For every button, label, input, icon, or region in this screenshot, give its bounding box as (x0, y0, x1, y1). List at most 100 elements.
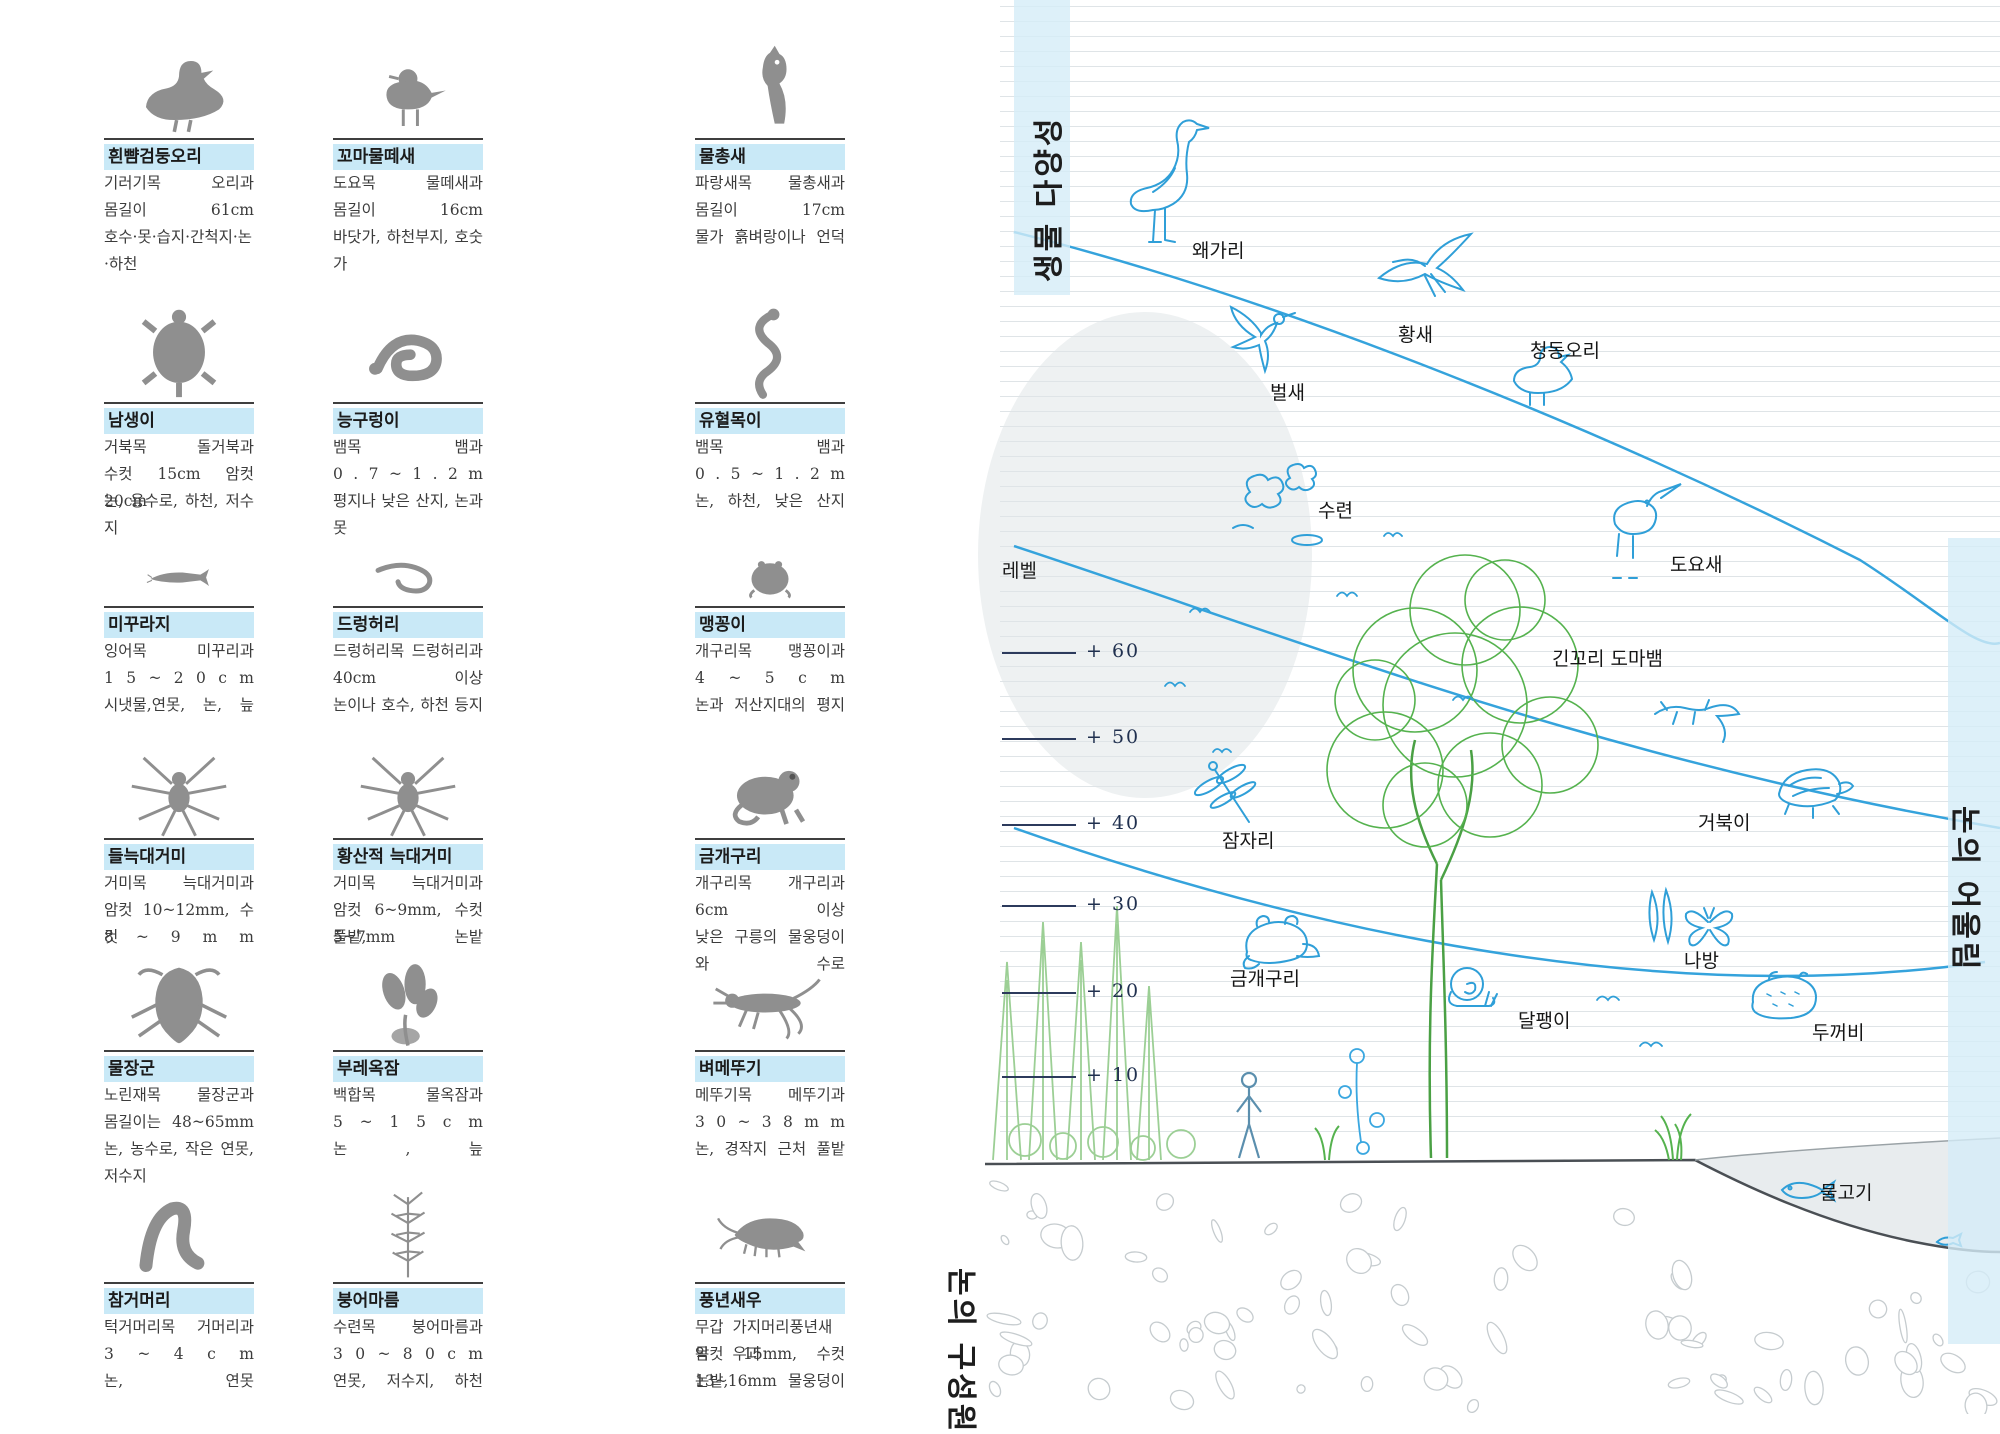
card-row-left: 턱거머리목 (104, 1318, 176, 1336)
species-card-rice-grasshopper: 벼메뚜기 메뚜기목 메뚜기과 3 0 ~ 3 8 m m 논, 경작지 근처 풀밭 (695, 916, 845, 1163)
card-row: 메뚜기목 메뚜기과 (695, 1082, 845, 1109)
card-row-left: 개구리목 (695, 642, 753, 660)
biodiversity-band (1014, 0, 1070, 295)
hummingbird-label: 벌새 (1270, 382, 1305, 404)
soil-section (985, 1132, 2000, 1414)
species-title: 남생이 (104, 408, 254, 434)
species-card-fairy-shrimp: 풍년새우 무갑목 가지머리풍년새우과 암컷 15mm, 수컷 13~16mm 논밭, 물웅… (695, 1158, 845, 1395)
card-row-right: 미꾸리과 (196, 642, 254, 660)
card-row-left: 6cm (695, 901, 729, 919)
level-label-30: + 30 (1086, 893, 1141, 915)
species-card-loach: 미꾸라지 잉어목 미꾸리과 1 5 ~ 2 0 c m 시냇물,연못, 논, 늪 (104, 544, 254, 719)
species-title: 금개구리 (695, 844, 845, 870)
species-card-little-ringed-plover: 꼬마물떼새 도요목 물떼새과 몸길이 16cm 바닷가, 하천부지, 호숫가 (333, 10, 483, 273)
card-rule (104, 1282, 254, 1284)
card-row-left: 몸길이 (333, 201, 376, 219)
turtle-photo (104, 250, 254, 402)
card-row-right: 이상 (454, 669, 483, 687)
card-rule (104, 606, 254, 608)
waterlily-sketch (1232, 463, 1323, 546)
species-card-leech: 참거머리 턱거머리목 거머리과 3 ~ 4 c m 논, 연못 (104, 1158, 254, 1395)
species-card-red-banded-snake: 능구렁이 뱀목 뱀과 0 . 7 ~ 1 . 2 m 평지나 낮은 산지, 논과 못 (333, 250, 483, 537)
card-rule (104, 402, 254, 404)
card-row-right: 물장군과 (196, 1086, 254, 1104)
leech-photo (104, 1158, 254, 1282)
turtle-sketch (1777, 768, 1855, 819)
stork-label: 황새 (1398, 324, 1433, 346)
card-row: 몸길이 17cm (695, 197, 845, 224)
card-row-right: 드렁허리과 (411, 642, 483, 660)
card-row-right: 가지머리풍년새우과 (732, 1318, 833, 1363)
card-rule (695, 1282, 845, 1284)
ecosystem-illustration (985, 119, 2000, 1414)
card-row: 3 ~ 4 c m (104, 1345, 254, 1363)
card-row: 뱀목 뱀과 (695, 434, 845, 461)
water-area (1695, 1138, 2000, 1252)
card-row: 몸길이는 48~65mm (104, 1109, 254, 1136)
card-row: 백합목 물옥잠과 (333, 1082, 483, 1109)
card-row-right: 거머리과 (196, 1318, 254, 1336)
card-row-left: 몸길이는 (104, 1113, 162, 1131)
card-row-right: 물총새과 (787, 174, 845, 192)
card-row-right: 뱀과 (454, 438, 483, 456)
level-tick-50 (1002, 738, 1076, 740)
card-row: 논, 하천, 낮은 산지 (695, 492, 845, 510)
card-row: 3 0 ~ 8 0 c m (333, 1345, 483, 1363)
card-row-left: 무갑목 (695, 1318, 724, 1363)
card-row: 도요목 물떼새과 (333, 170, 483, 197)
card-row: 거북목 돌거북과 (104, 434, 254, 461)
level-label-10: + 10 (1086, 1064, 1141, 1086)
spider-photo (104, 702, 254, 838)
card-row-right: 오리과 (211, 174, 254, 192)
card-row: 호수·못·습지·간척지·논·하천 (104, 228, 253, 273)
species-title: 들늑대거미 (104, 844, 254, 870)
species-card-giant-water-bug: 물장군 노린재목 물장군과 몸길이는 48~65mm 논, 농수로, 작은 연못, 저수지 (104, 916, 254, 1185)
water-bug-photo (104, 916, 254, 1050)
card-row: 논, 농수로, 작은 연못, 저수지 (104, 1140, 254, 1185)
species-title: 유혈목이 (695, 408, 845, 434)
species-title: 물장군 (104, 1056, 254, 1082)
species-title: 꼬마물떼새 (333, 144, 483, 170)
flow-curves (1013, 230, 2000, 978)
card-row: 턱거머리목 거머리과 (104, 1314, 254, 1341)
sandpiper-sketch (1612, 483, 1682, 579)
card-row: 논 , 늪 (333, 1140, 483, 1158)
card-row: 논, 용수로, 하천, 저수지 (104, 492, 254, 537)
card-rule (104, 838, 254, 840)
card-row: 연못, 저수지, 하천 (333, 1372, 483, 1390)
snail-sketch (1448, 967, 1498, 1007)
species-title: 미꾸라지 (104, 612, 254, 638)
snail-label: 달팽이 (1518, 1010, 1571, 1032)
shrimp-photo (695, 1158, 845, 1282)
mallard-duck-sketch (1512, 345, 1574, 406)
species-card-water-hyacinth: 부레옥잠 백합목 물옥잠과 5 ~ 1 5 c m 논 , 늪 (333, 916, 483, 1163)
card-row: 40cm 이상 (333, 665, 483, 692)
card-row-left: 뱀목 (695, 438, 724, 456)
card-row: 잉어목 미꾸리과 (104, 638, 254, 665)
card-row: 노린재목 물장군과 (104, 1082, 254, 1109)
species-title: 벼메뚜기 (695, 1056, 845, 1082)
card-row: 기러기목 오리과 (104, 170, 254, 197)
species-title: 참거머리 (104, 1288, 254, 1314)
card-row-right: 물옥잠과 (425, 1086, 483, 1104)
grasshopper-photo (695, 916, 845, 1050)
card-row: 4 ~ 5 c m (695, 669, 845, 687)
eel-photo (333, 544, 483, 606)
heron-sketch (1129, 119, 1210, 243)
card-rule (695, 402, 845, 404)
toad-label: 두꺼비 (1812, 1022, 1865, 1044)
card-rule (695, 838, 845, 840)
card-row: 암컷 6~9mm, 수컷 5~7mm (333, 901, 483, 946)
card-row-right: 메뚜기과 (787, 1086, 845, 1104)
card-row-right: 물떼새과 (425, 174, 483, 192)
card-row-right: 연못 (225, 1372, 254, 1390)
card-row: 몸길이 61cm (104, 197, 254, 224)
card-row: 평지나 낮은 산지, 논과 못 (333, 492, 483, 537)
card-row-right: 뱀과 (816, 438, 845, 456)
card-row: 개구리목 개구리과 (695, 870, 845, 897)
species-card-field-wolf-spider: 들늑대거미 거미목 늑대거미과 암컷 10~12mm, 수컷 8 ~ 9 m m (104, 702, 254, 951)
mallard-label: 청동오리 (1530, 340, 1600, 362)
card-row-right: 돌거북과 (196, 438, 254, 456)
species-card-kingfisher: 물총새 파랑새목 물총새과 몸길이 17cm 물가 흙벼랑이나 언덕 (695, 10, 845, 251)
card-row-right: 맹꽁이과 (787, 642, 845, 660)
